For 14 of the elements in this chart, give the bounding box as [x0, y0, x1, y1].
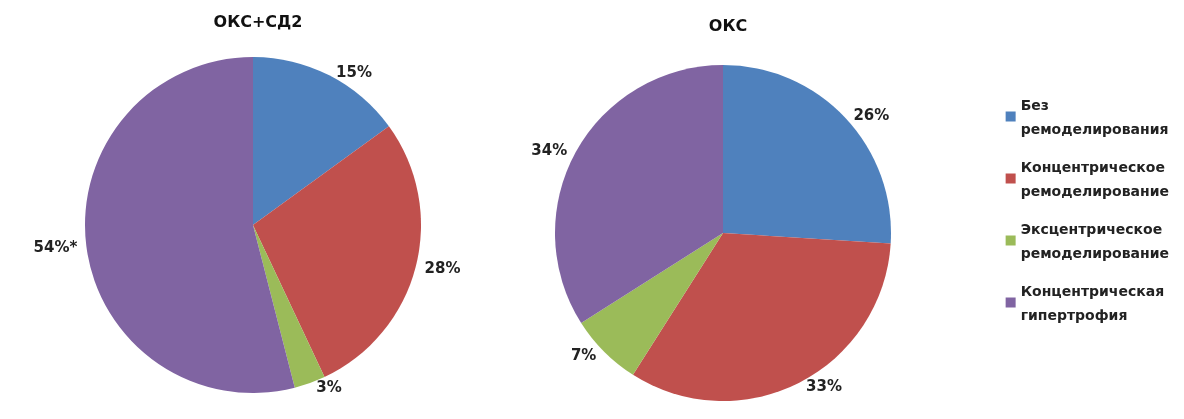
data-label: 34% [531, 141, 568, 160]
legend-label: Эксцентрическое ремоделирование [1020, 220, 1170, 261]
legend-label: Концентрическая гипертрофия [1020, 282, 1165, 323]
slice-label: ОКС [708, 15, 748, 35]
data-label: 28% [424, 258, 461, 277]
data-label: 54%* [33, 237, 78, 256]
data-label: 7% [570, 345, 597, 364]
data-label: 33% [806, 377, 842, 396]
data-label: 3% [316, 377, 342, 396]
data-label: 15% [336, 62, 372, 81]
slice-label: ОКС+СД2 [213, 11, 303, 31]
legend-label: Концентрическое ремоделирование [1020, 158, 1170, 199]
legend-label: Без ремоделирования [1020, 96, 1169, 137]
data-label: 26% [853, 106, 890, 125]
